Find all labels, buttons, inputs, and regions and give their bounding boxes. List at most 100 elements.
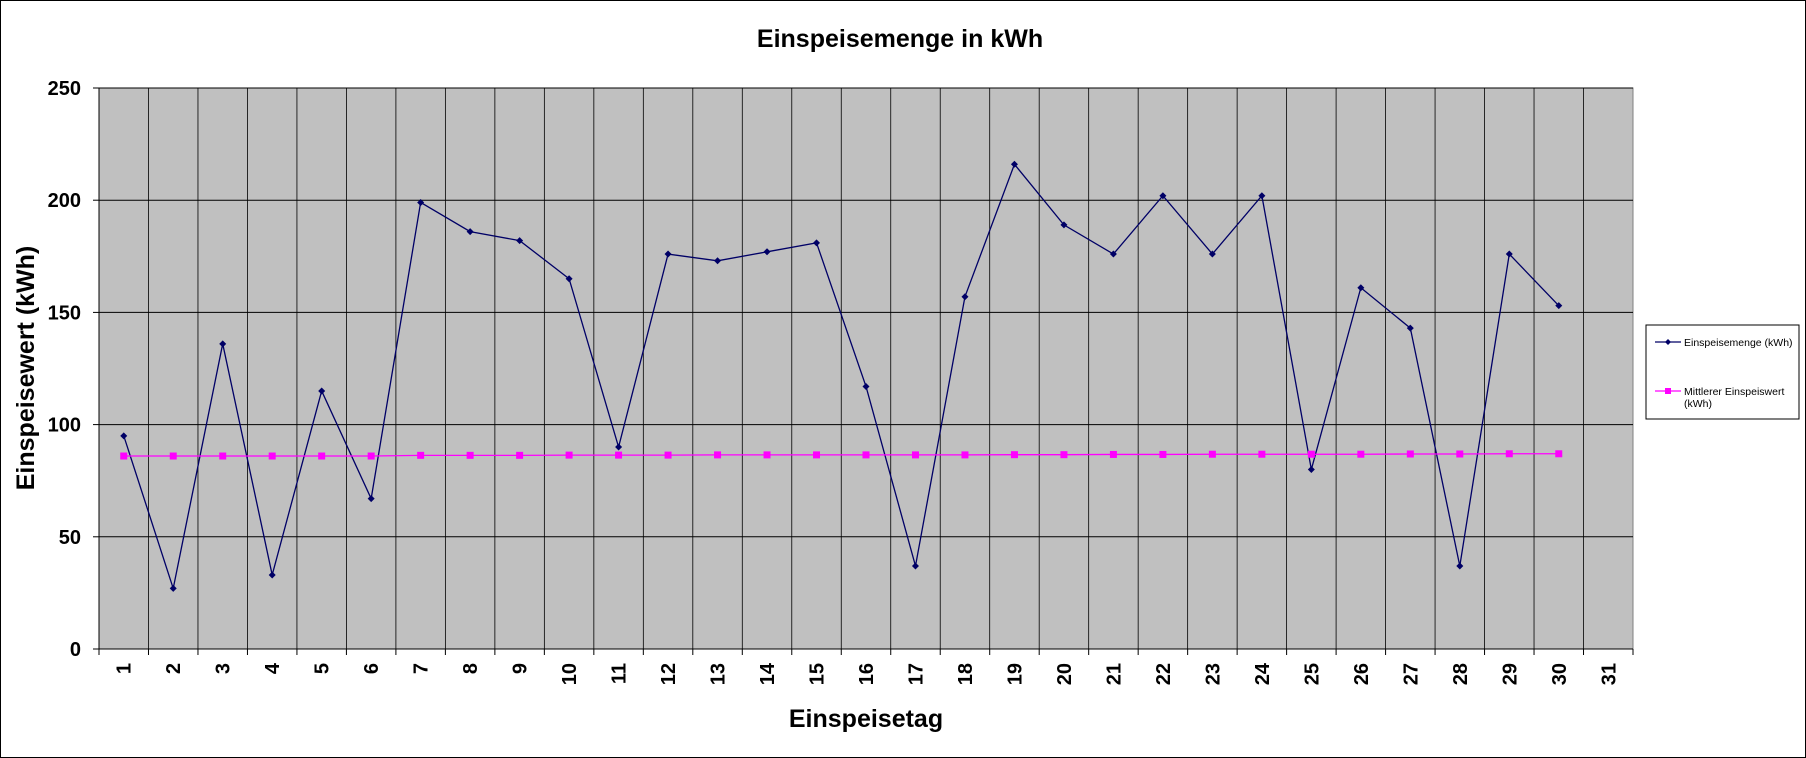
x-tick-label: 2 bbox=[163, 663, 185, 674]
x-tick-label: 26 bbox=[1351, 663, 1373, 685]
data-point-diamond bbox=[615, 443, 623, 451]
y-tick-label: 50 bbox=[59, 527, 81, 549]
x-tick-label: 22 bbox=[1153, 663, 1175, 685]
data-point-square bbox=[120, 452, 128, 460]
axes bbox=[93, 87, 1634, 655]
data-point-diamond bbox=[1505, 250, 1513, 258]
y-tick-label: 100 bbox=[48, 415, 81, 437]
data-point-square bbox=[813, 451, 821, 459]
x-tick-label: 21 bbox=[1103, 663, 1125, 685]
data-point-diamond bbox=[911, 562, 919, 570]
data-point-square bbox=[565, 451, 573, 459]
data-point-diamond bbox=[763, 248, 771, 256]
data-point-diamond bbox=[318, 387, 326, 395]
x-tick-label: 5 bbox=[312, 663, 334, 674]
data-point-square bbox=[1505, 450, 1513, 458]
x-tick-label: 9 bbox=[510, 663, 532, 674]
series-line bbox=[123, 163, 1560, 591]
x-tick-label: 27 bbox=[1400, 663, 1422, 685]
data-point-diamond bbox=[367, 495, 375, 503]
x-tick-label: 6 bbox=[361, 663, 383, 674]
data-point-diamond bbox=[1456, 562, 1464, 570]
x-tick-label: 10 bbox=[559, 663, 581, 685]
plot-area bbox=[98, 87, 1634, 650]
x-tick-label: 19 bbox=[1004, 663, 1026, 685]
legend-label: Mittlerer Einspeiswert (kWh) bbox=[1684, 386, 1784, 410]
data-point-square bbox=[664, 451, 672, 459]
series-group bbox=[120, 160, 1563, 592]
data-point-diamond bbox=[1109, 250, 1117, 258]
legend-swatch-marker bbox=[1665, 339, 1671, 345]
data-point-square bbox=[417, 451, 425, 459]
x-tick-label: 28 bbox=[1450, 663, 1472, 685]
data-point-square bbox=[516, 451, 524, 459]
x-tick-label: 14 bbox=[757, 662, 779, 685]
data-point-diamond bbox=[1307, 465, 1315, 473]
data-point-square bbox=[1307, 450, 1315, 458]
data-point-diamond bbox=[714, 257, 722, 265]
x-tick-label: 11 bbox=[609, 663, 631, 684]
x-tick-label: 18 bbox=[955, 663, 977, 685]
x-tick-label: 3 bbox=[213, 663, 235, 674]
data-point-square bbox=[1060, 451, 1068, 459]
x-axis-label: Einspeisetag bbox=[789, 705, 943, 733]
grid-lines bbox=[99, 87, 1633, 649]
data-point-square bbox=[268, 452, 276, 460]
legend-swatch-marker bbox=[1665, 388, 1671, 394]
x-tick-label: 13 bbox=[708, 663, 730, 685]
x-tick-label: 16 bbox=[856, 663, 878, 685]
x-tick-label: 20 bbox=[1054, 663, 1076, 685]
x-tick-label: 7 bbox=[411, 663, 433, 674]
data-point-diamond bbox=[1010, 160, 1018, 168]
data-point-square bbox=[318, 452, 326, 460]
series-mittlerer-einspeiswert bbox=[120, 450, 1563, 460]
data-point-square bbox=[1010, 451, 1018, 459]
data-point-diamond bbox=[169, 584, 177, 592]
data-point-diamond bbox=[1555, 302, 1563, 310]
x-tick-label: 15 bbox=[807, 663, 829, 685]
data-point-diamond bbox=[120, 432, 128, 440]
data-point-diamond bbox=[219, 340, 227, 348]
y-tick-label: 150 bbox=[48, 302, 81, 324]
data-point-diamond bbox=[466, 228, 474, 236]
data-point-square bbox=[1357, 450, 1365, 458]
y-tick-labels: 0 50 100 150 200 250 bbox=[48, 78, 81, 661]
data-point-square bbox=[862, 451, 870, 459]
x-tick-label: 24 bbox=[1252, 662, 1274, 685]
legend: Einspeisemenge (kWh) Mittlerer Einspeiswe… bbox=[1645, 324, 1800, 420]
legend-box bbox=[1645, 324, 1800, 420]
data-point-square bbox=[219, 452, 227, 460]
y-axis-label: Einspeisewert (kWh) bbox=[12, 246, 40, 491]
x-tick-label: 23 bbox=[1202, 663, 1224, 685]
series-line bbox=[123, 453, 1559, 457]
data-point-diamond bbox=[862, 382, 870, 390]
data-point-diamond bbox=[813, 239, 821, 247]
x-tick-label: 29 bbox=[1499, 663, 1521, 685]
x-tick-label: 1 bbox=[114, 663, 136, 674]
data-point-square bbox=[1555, 450, 1563, 458]
y-tick-label: 200 bbox=[48, 190, 81, 212]
data-point-diamond bbox=[1060, 221, 1068, 229]
data-point-diamond bbox=[516, 237, 524, 245]
legend-label: Einspeisemenge (kWh) bbox=[1684, 337, 1793, 349]
y-tick-label: 250 bbox=[48, 78, 81, 100]
data-point-square bbox=[1109, 450, 1117, 458]
chart-title: Einspeisemenge in kWh bbox=[757, 25, 1043, 53]
series-einspeisemenge bbox=[120, 160, 1563, 592]
x-tick-label: 12 bbox=[658, 663, 680, 685]
data-point-diamond bbox=[268, 571, 276, 579]
data-point-square bbox=[615, 451, 623, 459]
x-tick-labels: 1 2 3 4 5 6 7 8 9 10 11 12 13 14 15 16 17 18 19 20 21 22 23 24 2… bbox=[114, 662, 1621, 685]
data-point-square bbox=[1159, 450, 1167, 458]
x-tick-label: 8 bbox=[460, 663, 482, 674]
data-point-square bbox=[911, 451, 919, 459]
data-point-diamond bbox=[961, 293, 969, 301]
data-point-diamond bbox=[1258, 192, 1266, 200]
data-point-square bbox=[1208, 450, 1216, 458]
data-point-diamond bbox=[417, 198, 425, 206]
data-point-square bbox=[466, 451, 474, 459]
data-point-square bbox=[763, 451, 771, 459]
data-point-diamond bbox=[664, 250, 672, 258]
x-tick-label: 17 bbox=[905, 663, 927, 685]
